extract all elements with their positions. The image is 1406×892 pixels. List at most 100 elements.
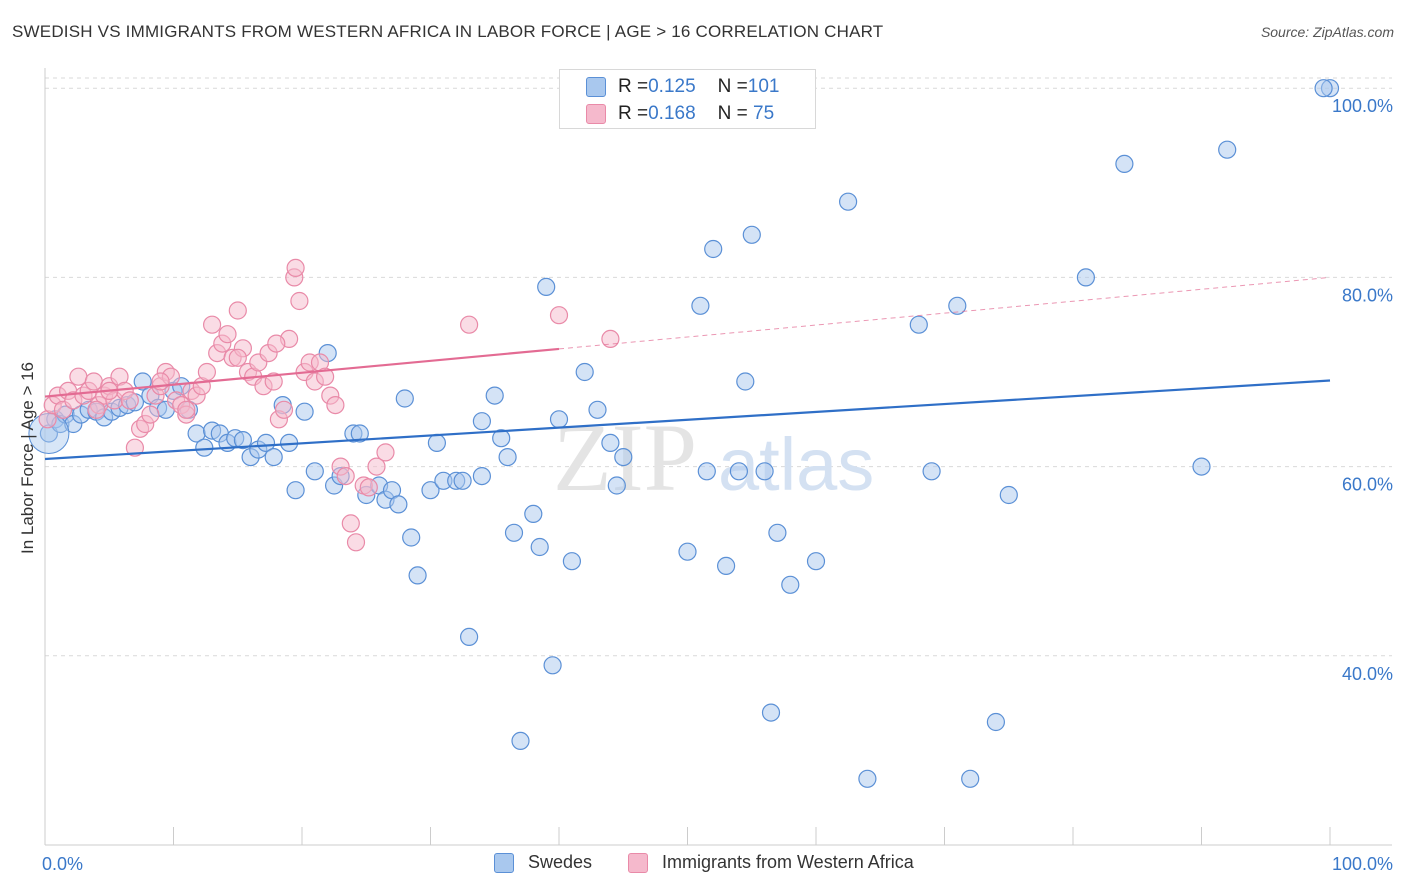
swedes-point-40 — [350, 424, 369, 443]
immigrants-point-46 — [274, 400, 294, 419]
immigrants-point-71 — [87, 400, 106, 419]
swedes-point-56 — [472, 467, 491, 486]
legend-item-swedes[interactable]: Swedes — [494, 852, 592, 873]
swedes-point-79 — [729, 462, 749, 481]
stats-row-swedes: R = 0.125 N = 101 — [586, 74, 779, 100]
immigrants-point-73 — [549, 306, 569, 325]
r-value: 0.125 — [648, 76, 696, 97]
swedes-point-62 — [524, 504, 543, 524]
swedes-point-30 — [264, 448, 283, 467]
immigrants-point-20 — [141, 405, 160, 424]
stats-row-immigrants: R = 0.168 N = 75 — [586, 101, 774, 127]
swedes-point-63 — [530, 537, 549, 557]
swedes-point-87 — [838, 192, 858, 211]
immigrants-point-59 — [341, 514, 360, 533]
n-label: N = — [717, 76, 748, 97]
legend-swatch-swedes — [494, 852, 514, 873]
swedes-point-46 — [395, 389, 414, 408]
swedes-point-81 — [742, 225, 761, 244]
swedes-point-74 — [678, 542, 697, 561]
y-tick-labels: 40.0% 60.0% 80.0% 100.0% — [1332, 96, 1393, 684]
immigrants-point-31 — [197, 362, 216, 382]
swedes-point-86 — [806, 552, 826, 571]
swedes-point-13 — [133, 372, 152, 391]
swedes-point-88 — [858, 769, 877, 788]
x-tick-label-max: 100.0% — [1332, 854, 1393, 874]
x-tick-label-min: 0.0% — [42, 854, 83, 874]
immigrants-points — [38, 258, 620, 552]
swedes-point-100 — [1314, 79, 1333, 98]
swedes-point-82 — [755, 462, 774, 481]
immigrants-point-9 — [84, 372, 103, 391]
immigrants-point-74 — [601, 329, 620, 348]
immigrants-point-56 — [326, 396, 345, 415]
swedes-point-60 — [504, 523, 524, 542]
series-legend: Swedes Immigrants from Western Africa — [0, 852, 1406, 876]
swedes-point-85 — [781, 575, 800, 594]
chart-title: SWEDISH VS IMMIGRANTS FROM WESTERN AFRIC… — [12, 22, 884, 41]
immigrants-point-49 — [290, 291, 309, 311]
immigrants-point-66 — [286, 258, 305, 277]
r-label: R = — [618, 76, 649, 97]
immigrants-point-37 — [228, 301, 247, 320]
swedes-point-94 — [999, 485, 1018, 505]
y-tick-label: 40.0% — [1342, 664, 1393, 684]
immigrants-point-32 — [203, 315, 222, 334]
n-value: 75 — [747, 103, 775, 124]
swedes-point-33 — [286, 481, 305, 500]
swedes-point-68 — [575, 362, 594, 382]
r-value: 0.168 — [648, 103, 696, 124]
immigrants-point-69 — [177, 400, 196, 419]
r-label: R = — [618, 103, 649, 124]
swedes-point-78 — [716, 556, 736, 576]
swedes-point-83 — [761, 703, 781, 722]
swedes-point-77 — [704, 239, 723, 259]
swedes-point-96 — [1115, 154, 1134, 173]
swatch-swedes — [586, 77, 606, 97]
immigrants-trend-line — [44, 347, 560, 398]
legend-label-swedes: Swedes — [528, 852, 593, 872]
immigrants-point-35 — [218, 325, 237, 344]
y-axis-label: In Labor Force | Age > 16 — [18, 362, 37, 554]
legend-item-immigrants[interactable]: Immigrants from Western Africa — [628, 852, 914, 873]
swedes-point-54 — [460, 627, 479, 647]
immigrants-point-65 — [267, 334, 286, 353]
swedes-point-84 — [768, 523, 787, 542]
swedes-point-91 — [948, 296, 967, 315]
swedes-point-45 — [389, 495, 408, 514]
immigrants-point-60 — [346, 533, 366, 552]
y-tick-label: 80.0% — [1342, 285, 1393, 305]
y-tick-label: 100.0% — [1332, 96, 1393, 116]
swedes-point-90 — [922, 462, 941, 481]
swedes-point-75 — [691, 296, 710, 315]
immigrants-point-64 — [376, 443, 395, 462]
swedes-point-59 — [498, 448, 517, 467]
swedes-point-65 — [543, 656, 562, 675]
swedes-point-72 — [614, 448, 633, 467]
swedes-point-70 — [601, 433, 620, 452]
immigrants-point-17 — [125, 438, 144, 457]
source-label: Source: ZipAtlas.com — [1260, 24, 1394, 40]
immigrants-point-16 — [120, 391, 139, 410]
watermark: ZIP atlas — [553, 404, 874, 511]
swedes-point-76 — [697, 462, 716, 481]
swedes-point-21 — [195, 438, 214, 457]
swedes-point-80 — [736, 372, 755, 391]
swedes-point-26 — [233, 431, 252, 450]
axes — [44, 68, 1392, 846]
immigrants-point-63 — [367, 457, 386, 476]
x-tick-labels: 0.0% 100.0% — [42, 854, 1393, 874]
swedes-point-64 — [537, 277, 556, 296]
swedes-point-98 — [1218, 140, 1237, 159]
swedes-point-35 — [305, 462, 324, 481]
swedes-point-61 — [511, 731, 530, 751]
immigrants-point-72 — [460, 315, 479, 334]
n-value: 101 — [747, 76, 780, 97]
swedes-point-93 — [986, 712, 1006, 732]
swedes-point-48 — [408, 566, 427, 585]
swedes-point-92 — [961, 769, 980, 788]
swedes-point-58 — [492, 429, 511, 448]
swedes-point-89 — [909, 315, 928, 334]
swedes-point-69 — [588, 400, 607, 419]
